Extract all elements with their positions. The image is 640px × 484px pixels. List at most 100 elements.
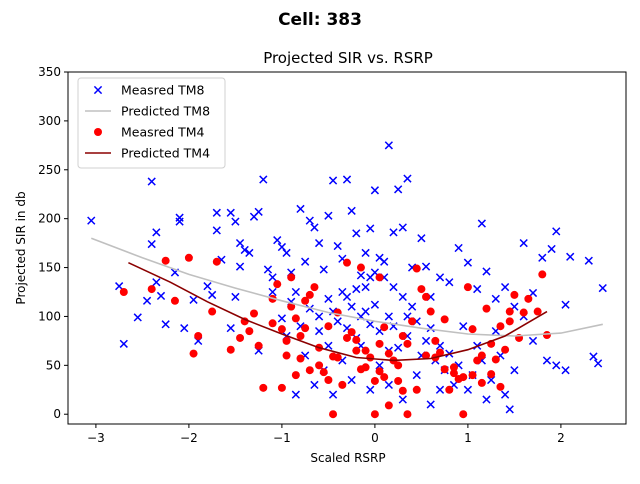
tm8-point [175,217,184,226]
tm8-point [314,312,324,321]
tm4-point [370,410,379,419]
tm4-point [496,322,505,331]
tm4-point [296,354,305,363]
tm4-point [291,314,300,323]
tm8-point [352,229,361,238]
tm4-point [542,331,551,340]
tm8-point [435,385,445,394]
tm8-point [426,324,435,333]
tm4-point [356,263,365,272]
tm4-point [161,256,170,265]
tm4-point [440,315,449,324]
tm8-point [328,176,338,185]
tm4-point [208,307,217,316]
tm4-point [398,332,407,340]
legend-marker [94,128,102,136]
tm4-point [282,336,291,345]
tm4-point [370,376,379,385]
tm4-point [226,345,235,354]
tm8-point [231,292,240,302]
tm8-point [445,278,454,287]
tm4-point [384,349,393,358]
tm8-point [552,361,561,370]
tm8-point [561,366,570,375]
tm8-point [375,361,384,370]
tm8-point [366,385,375,394]
legend-marker [93,85,103,95]
x-tick-label: 1 [464,431,472,445]
tm4-point [245,327,254,336]
x-axis-label: Scaled RSRP [310,451,385,465]
tm8-point [87,216,96,225]
tm4-point [338,380,347,389]
tm4-point [324,376,333,384]
tm8-point [203,282,212,291]
tm8-point [482,395,491,404]
tm8-point [324,341,333,350]
y-tick-label: 100 [38,309,61,323]
tm4-point [468,371,477,380]
tm8-point [380,257,389,266]
tm4-point [305,290,314,299]
tm8-point [231,217,240,226]
tm4-point [296,332,305,340]
series-line-1 [91,237,603,337]
tm8-point [384,380,393,390]
tm8-point [328,390,338,399]
tm4-point [440,365,449,374]
tm8-point [417,234,426,243]
tm4-point [375,367,384,376]
tm4-point [277,383,286,392]
tm4-point [352,346,361,355]
tm8-point [598,283,607,293]
tm8-point [189,295,198,304]
tm8-point [268,273,277,282]
tm4-point [301,296,310,305]
tm8-point [314,238,324,248]
tm8-point [245,248,254,258]
tm8-point [347,302,356,311]
tm4-point [459,373,468,382]
tm8-point [133,313,142,322]
legend-label: Measred TM4 [121,125,205,140]
tm8-point [212,226,221,235]
tm8-point [347,206,356,215]
tm8-point [454,243,463,253]
tm8-point [366,224,375,233]
tm8-point [566,252,575,261]
legend-box [77,77,226,169]
tm4-point [189,349,198,358]
tm8-point [180,324,189,333]
tm8-point [589,352,598,361]
tm4-point [333,353,342,362]
tm8-point [593,359,603,368]
tm8-point [482,267,491,276]
tm8-point [584,256,593,265]
tm4-point [422,292,431,301]
tm8-point [528,288,538,298]
series-2 [119,253,551,419]
y-axis-label: Projected SIR in db [14,191,28,304]
tm4-point [533,307,542,316]
tm8-point [394,343,403,352]
tm8-point [500,282,510,292]
tm8-point [352,284,361,294]
y-tick-label: 350 [38,65,61,79]
tm8-point [152,278,161,287]
tm4-point [212,257,221,266]
tm8-point [314,326,324,336]
tm8-point [152,228,161,237]
tm4-point [445,385,454,394]
tm4-point [491,355,500,364]
tm8-point [370,300,380,309]
tm8-point [324,294,333,303]
x-tick-label: −1 [273,431,291,445]
tm4-point [310,283,319,292]
tm8-point [291,287,300,297]
tm8-point [310,223,319,232]
tm8-point [384,312,393,321]
tm8-point [366,320,375,329]
tm8-point [384,141,393,150]
tm4-point [324,322,333,331]
tm4-point [119,288,128,296]
